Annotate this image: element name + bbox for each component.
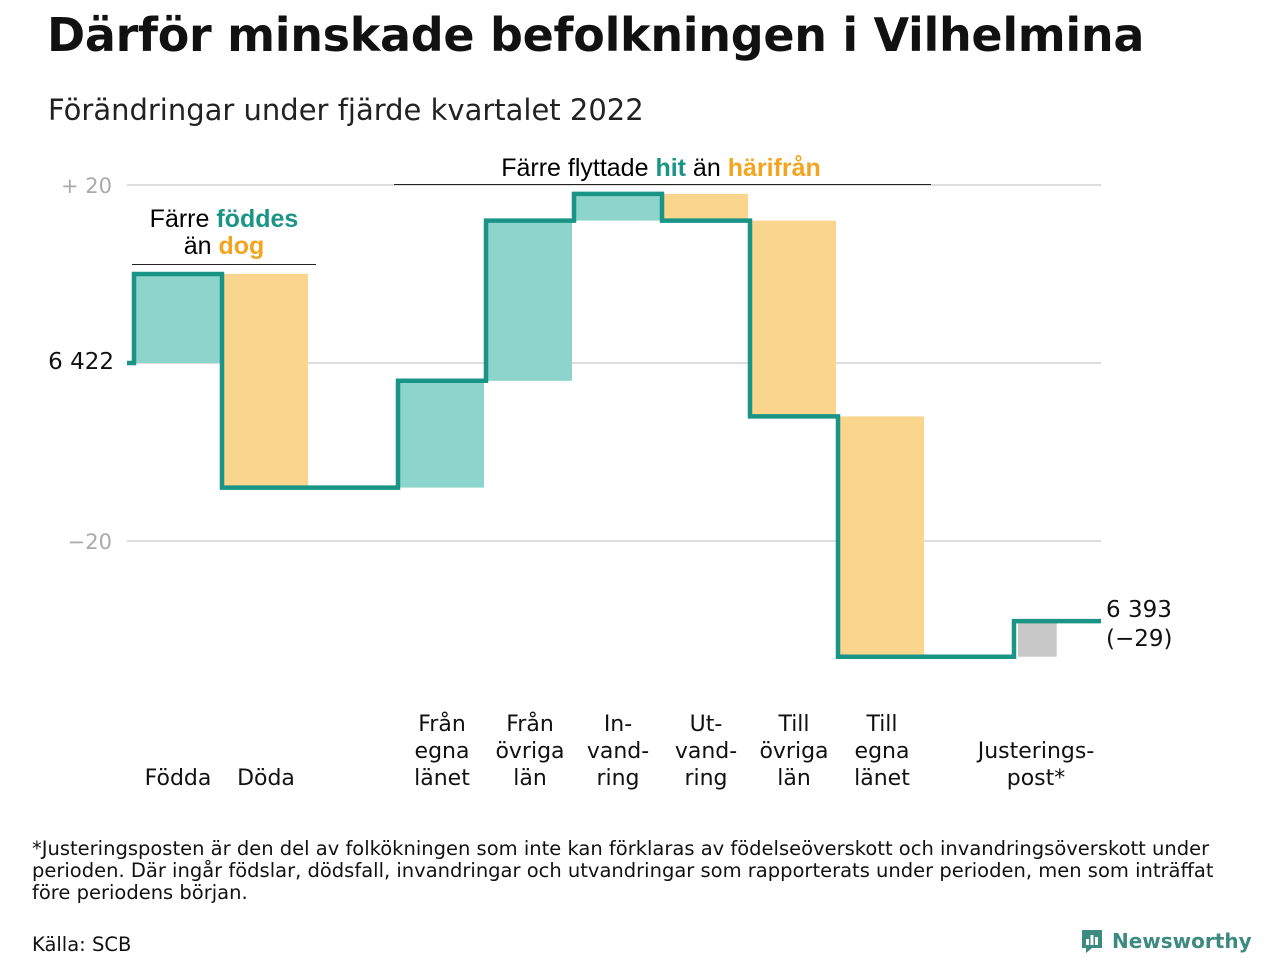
x-category-label: vand-: [587, 739, 649, 764]
y-tick-label: −20: [68, 530, 112, 554]
waterfall-bar: [576, 193, 660, 221]
waterfall-bar: [136, 274, 220, 363]
chart-title: Därför minskade befolkningen i Vilhelmin…: [47, 8, 1145, 62]
x-category-label: länet: [414, 766, 470, 791]
x-category-label: län: [777, 766, 811, 791]
x-category-label: egna: [855, 739, 910, 764]
x-category-label: Från: [506, 711, 554, 737]
footnote: *Justeringsposten är den del av folkökni…: [32, 837, 1214, 904]
line-layer: [127, 191, 1101, 659]
x-category-label: Från: [418, 711, 466, 737]
start-value-label: 6 422: [48, 349, 114, 375]
annotation-text: än: [686, 154, 728, 182]
x-category-label: Justerings-: [976, 739, 1095, 764]
annotation-text: Färre: [150, 205, 217, 233]
y-tick-label: + 20: [61, 174, 112, 198]
newsworthy-logo-icon: [1082, 930, 1102, 953]
x-category-label: Till: [865, 712, 897, 737]
x-category-label: Döda: [237, 766, 295, 791]
x-category-label: Till: [777, 712, 809, 737]
x-category-label: länet: [854, 766, 910, 791]
end-change-label: (−29): [1106, 626, 1172, 652]
waterfall-bar: [752, 220, 836, 417]
x-category-label: övriga: [495, 739, 564, 764]
annotation-migration: Färre flyttade hit än härifrån: [501, 154, 821, 182]
annotation-text: än: [184, 232, 219, 260]
bar-layer: [136, 193, 1057, 657]
annotation-highlight-orange: härifrån: [728, 154, 821, 182]
brand-name: Newsworthy: [1112, 929, 1252, 953]
x-category-label: egna: [415, 739, 470, 764]
x-category-label: ring: [596, 766, 639, 791]
x-category-label: Födda: [145, 766, 212, 791]
cumulative-step-line: [127, 191, 1101, 659]
waterfall-bar: [1018, 621, 1057, 657]
x-category-label: övriga: [759, 739, 828, 764]
x-category-label: län: [513, 766, 547, 791]
x-category-label: In-: [604, 712, 632, 737]
waterfall-bar: [840, 416, 924, 657]
end-value-label: 6 393: [1106, 597, 1172, 623]
annotation-births-deaths-line1: Färre föddes: [150, 205, 299, 233]
annotation-highlight-orange: dog: [218, 232, 264, 260]
x-category-label: Ut-: [690, 712, 723, 737]
waterfall-bar: [224, 274, 308, 488]
brand-logo: Newsworthy: [1080, 928, 1252, 954]
annotation-births-deaths-line2: än dog: [184, 232, 265, 260]
annotation-highlight-teal: hit: [655, 154, 686, 182]
annotation-text: Färre flyttade: [501, 154, 655, 182]
annotation-highlight-teal: föddes: [216, 205, 298, 233]
source-label: Källa: SCB: [32, 933, 132, 956]
x-category-label: ring: [684, 766, 727, 791]
x-category-label: post*: [1007, 766, 1066, 791]
waterfall-bar: [400, 380, 484, 488]
waterfall-bar: [664, 193, 748, 221]
chart-subtitle: Förändringar under fjärde kvartalet 2022: [48, 93, 644, 127]
x-category-label: vand-: [675, 739, 737, 764]
waterfall-bar: [488, 220, 572, 381]
